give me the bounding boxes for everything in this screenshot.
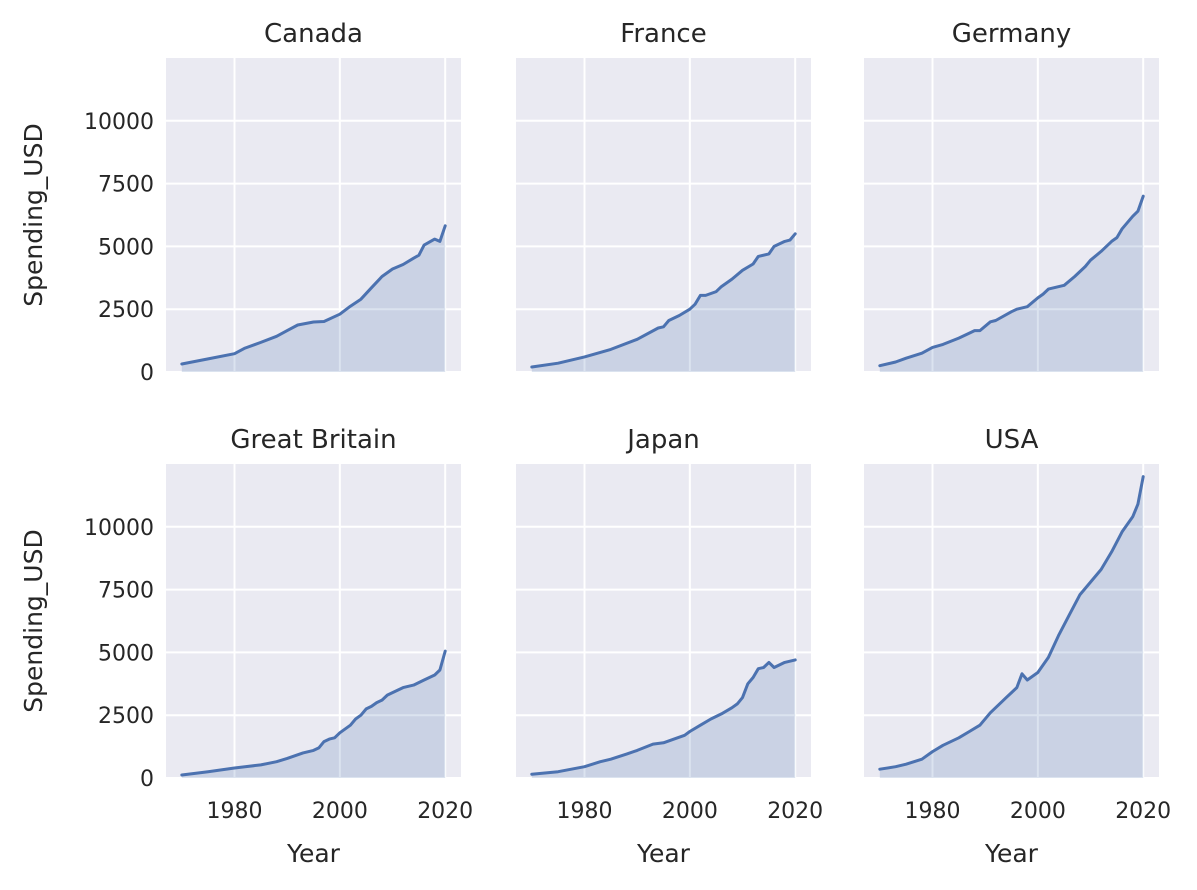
- series-area-japan: [531, 659, 796, 778]
- x-axis-label: Year: [984, 839, 1039, 868]
- y-tick-label: 5000: [98, 235, 154, 260]
- panel-background: [166, 464, 461, 778]
- x-axis-label: Year: [636, 839, 691, 868]
- panel-background: [516, 58, 811, 372]
- facet-canada: Canada 0 2500 5000 7500 10000 Spending_USD: [19, 19, 461, 386]
- y-tick-label: 2500: [98, 704, 154, 729]
- facet-title: Germany: [952, 19, 1072, 49]
- series-area-france: [531, 233, 796, 372]
- y-axis-label: Spending_USD: [19, 123, 48, 306]
- series-line-usa: [878, 475, 1145, 771]
- facet-usa: USA 1980 2000 2020 Year: [864, 425, 1171, 868]
- series-area-germany: [879, 196, 1144, 372]
- y-tick-label: 0: [140, 767, 154, 792]
- x-tick-label: 1980: [556, 799, 612, 824]
- series-area-canada: [181, 225, 446, 372]
- series-line-great-britain: [180, 649, 447, 777]
- panel-background: [516, 464, 811, 778]
- panel-background: [864, 58, 1159, 372]
- facet-great-britain: Great Britain 0 2500 5000 7500 10000 Spending_…: [19, 425, 473, 868]
- facet-title: France: [620, 19, 706, 49]
- series-line-japan: [530, 658, 797, 776]
- y-tick-label: 5000: [98, 641, 154, 666]
- x-tick-label: 2020: [417, 799, 473, 824]
- x-tick-label: 1980: [904, 799, 960, 824]
- facet-title: Canada: [264, 19, 363, 49]
- series-line-france: [530, 232, 797, 369]
- facet-germany: Germany: [864, 19, 1159, 373]
- x-tick-label: 2020: [767, 799, 823, 824]
- facet-japan: Japan 1980 2000 2020 Year: [516, 425, 823, 868]
- x-tick-label: 2000: [662, 799, 718, 824]
- y-tick-label: 7500: [98, 173, 154, 198]
- x-tick-label: 2000: [1010, 799, 1066, 824]
- facet-france: France: [516, 19, 811, 373]
- series-line-canada: [180, 224, 447, 366]
- y-tick-label: 0: [140, 361, 154, 386]
- y-tick-label: 10000: [84, 516, 154, 541]
- x-axis-label: Year: [286, 839, 341, 868]
- series-area-great-britain: [181, 651, 446, 778]
- y-axis-label: Spending_USD: [19, 529, 48, 712]
- panel-background: [166, 58, 461, 372]
- x-tick-label: 2000: [312, 799, 368, 824]
- facet-title: USA: [985, 425, 1039, 455]
- panel-background: [864, 464, 1159, 778]
- y-tick-label: 2500: [98, 298, 154, 323]
- facet-title: Japan: [625, 425, 700, 455]
- y-tick-label: 10000: [84, 110, 154, 135]
- x-tick-label: 2020: [1115, 799, 1171, 824]
- facet-title: Great Britain: [230, 425, 396, 455]
- y-tick-label: 7500: [98, 579, 154, 604]
- series-area-usa: [879, 476, 1144, 778]
- series-line-germany: [878, 194, 1145, 368]
- x-tick-label: 1980: [206, 799, 262, 824]
